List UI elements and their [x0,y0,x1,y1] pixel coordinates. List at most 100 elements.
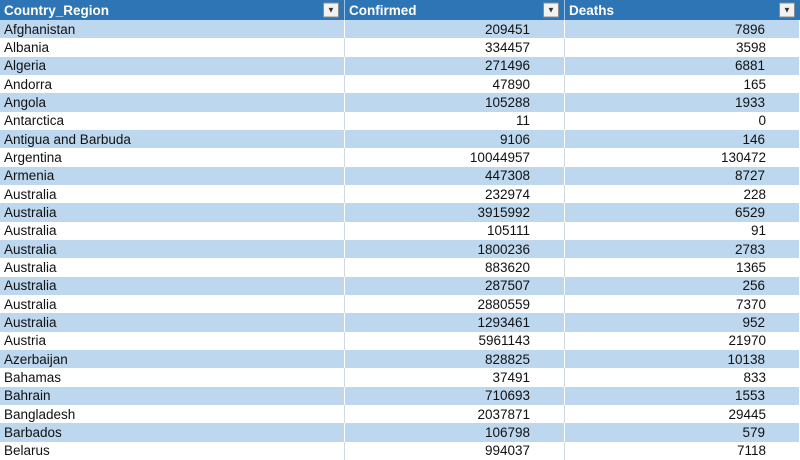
cell-confirmed[interactable]: 106798 [345,423,565,442]
table-row: Angola 105288 1933 [0,93,800,112]
cell-confirmed[interactable]: 10044957 [345,148,565,167]
cell-confirmed[interactable]: 1800236 [345,239,565,259]
cell-confirmed[interactable]: 11 [345,111,565,130]
cell-country-region[interactable]: Azerbaijan [0,349,345,369]
header-cell-confirmed[interactable]: Confirmed ▼ [345,0,565,20]
cell-confirmed[interactable]: 105111 [345,221,565,240]
cell-confirmed[interactable]: 232974 [345,184,565,204]
cell-deaths[interactable]: 833 [743,369,766,385]
cell-confirmed[interactable]: 828825 [345,349,565,369]
cell-confirmed[interactable]: 1293461 [345,313,565,332]
cell-country-region[interactable]: Austria [0,331,345,350]
table-row: Australia 287507 256 [0,276,800,295]
cell-country-region[interactable]: Australia [0,203,345,222]
cell-deaths[interactable]: 579 [565,423,800,442]
cell-deaths[interactable]: 952 [565,313,800,332]
cell-country-region[interactable]: Afghanistan [0,20,345,39]
table-row: Algeria 271496 6881 [0,56,800,75]
cell-confirmed[interactable]: 37491 [345,368,565,387]
header-label-country-region: Country_Region [4,2,110,18]
cell-country-region[interactable]: Angola [0,93,345,112]
table-row: Belarus 994037 7118 [0,441,800,460]
cell-deaths[interactable]: 256 [565,276,800,295]
cell-country-region[interactable]: Australia [0,221,345,240]
table-row: Bahamas 37491 833 [0,368,800,387]
cell-confirmed[interactable]: 105288 [345,93,565,112]
filter-button-country-region[interactable]: ▼ [323,2,339,18]
cell-country-region[interactable]: Barbados [0,423,345,442]
table-row: Bangladesh 2037871 29445 [0,404,800,424]
cell-deaths[interactable]: 10138 [565,349,800,369]
cell-country-region[interactable]: Australia [0,294,345,314]
table-row: Andorra 47890 165 [0,74,800,94]
table-row: Afghanistan 209451 7896 [0,20,800,39]
cell-deaths[interactable]: 91 [750,223,766,239]
cell-deaths[interactable]: 6529 [565,203,800,222]
cell-country-region[interactable]: Algeria [0,56,345,75]
cell-deaths[interactable]: 228 [743,186,766,202]
cell-country-region[interactable]: Bangladesh [0,404,345,424]
cell-confirmed[interactable]: 5961143 [345,331,565,350]
cell-confirmed[interactable]: 47890 [345,74,565,94]
header-cell-deaths[interactable]: Deaths ▼ [565,0,800,20]
table-row: Albania 334457 3598 [0,38,800,57]
filter-button-deaths[interactable]: ▼ [779,2,795,18]
cell-deaths[interactable]: 3598 [735,39,766,55]
filter-dropdown-icon: ▼ [783,5,791,14]
cell-deaths[interactable]: 1365 [735,259,766,275]
table-row: Australia 232974 228 [0,184,800,204]
cell-deaths[interactable]: 146 [565,129,800,149]
header-label-confirmed: Confirmed [349,2,417,18]
cell-deaths[interactable]: 165 [743,76,766,92]
filter-dropdown-icon: ▼ [547,5,555,14]
cell-country-region[interactable]: Argentina [0,148,345,167]
cell-confirmed[interactable]: 287507 [345,276,565,295]
cell-deaths[interactable]: 7118 [736,443,766,459]
cell-country-region[interactable]: Armenia [0,166,345,185]
cell-confirmed[interactable]: 209451 [345,20,565,39]
cell-confirmed[interactable]: 710693 [345,386,565,405]
cell-deaths[interactable]: 6881 [565,56,800,75]
cell-country-region[interactable]: Australia [0,239,345,259]
filter-button-confirmed[interactable]: ▼ [543,2,559,18]
cell-confirmed[interactable]: 2880559 [345,294,565,314]
cell-confirmed[interactable]: 883620 [345,258,565,277]
table-row: Barbados 106798 579 [0,423,800,442]
cell-country-region[interactable]: Australia [0,184,345,204]
cell-deaths[interactable]: 130472 [720,149,766,165]
cell-confirmed[interactable]: 3915992 [345,203,565,222]
cell-confirmed[interactable]: 2037871 [345,404,565,424]
table-row: Australia 2880559 7370 [0,294,800,314]
cell-country-region[interactable]: Australia [0,258,345,277]
cell-country-region[interactable]: Bahrain [0,386,345,405]
table-row: Antarctica 11 0 [0,111,800,130]
table-row: Argentina 10044957 130472 [0,148,800,167]
cell-deaths[interactable]: 7896 [565,20,800,39]
table-row: Australia 1293461 952 [0,313,800,332]
cell-confirmed[interactable]: 9106 [345,129,565,149]
cell-deaths[interactable]: 2783 [565,239,800,259]
table-row: Bahrain 710693 1553 [0,386,800,405]
cell-country-region[interactable]: Andorra [0,74,345,94]
cell-confirmed[interactable]: 334457 [345,38,565,57]
cell-country-region[interactable]: Australia [0,313,345,332]
cell-deaths[interactable]: 8727 [565,166,800,185]
cell-country-region[interactable]: Bahamas [0,368,345,387]
header-cell-country-region[interactable]: Country_Region ▼ [0,0,345,20]
cell-confirmed[interactable]: 271496 [345,56,565,75]
cell-deaths[interactable]: 29445 [728,406,766,422]
cell-deaths[interactable]: 0 [758,113,766,129]
cell-country-region[interactable]: Antigua and Barbuda [0,129,345,149]
cell-country-region[interactable]: Albania [0,38,345,57]
table-row: Australia 883620 1365 [0,258,800,277]
cell-deaths[interactable]: 21970 [728,333,766,349]
cell-country-region[interactable]: Australia [0,276,345,295]
cell-confirmed[interactable]: 447308 [345,166,565,185]
cell-deaths[interactable]: 1933 [565,93,800,112]
cell-country-region[interactable]: Antarctica [0,111,345,130]
cell-deaths[interactable]: 1553 [565,386,800,405]
cell-confirmed[interactable]: 994037 [345,441,565,460]
cell-country-region[interactable]: Belarus [0,441,345,460]
table-row: Australia 3915992 6529 [0,203,800,222]
cell-deaths[interactable]: 7370 [735,296,766,312]
